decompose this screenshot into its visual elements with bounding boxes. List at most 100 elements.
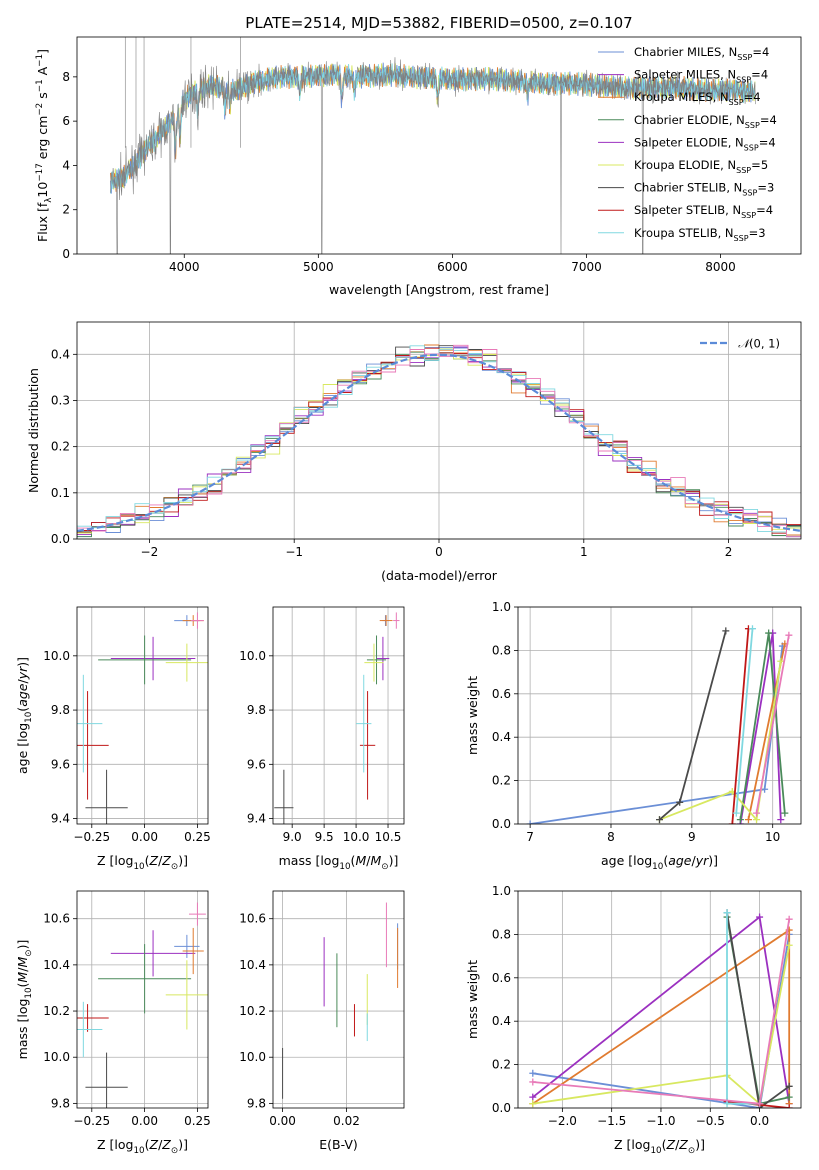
x-tick-label: 9: [688, 830, 696, 844]
errorbar-point: [77, 691, 109, 800]
label-part: 4: [770, 113, 777, 127]
plus-marker: [529, 1069, 537, 1077]
label-part: Z: [161, 853, 171, 868]
plus-marker: [529, 1100, 537, 1108]
x-tick-label: −1.5: [597, 1114, 626, 1128]
x-axis-label: (data-model)/error: [381, 568, 498, 583]
mass-weight-line: [726, 916, 790, 1105]
y-axis-label: mass weight: [465, 676, 480, 755]
plus-marker: [785, 631, 793, 639]
x-tick-label: 0.02: [333, 1114, 360, 1128]
plot-area: [526, 625, 793, 824]
label-part: 10: [339, 862, 350, 872]
label-part: Z [log: [614, 1137, 650, 1152]
label-part: ⊙: [171, 862, 178, 872]
y-axis-label: Flux [fλ10−17 erg cm−2 s−1 A−1]: [35, 49, 54, 242]
errorbar-point: [85, 1052, 128, 1108]
label-part: SSP: [734, 234, 749, 243]
x-tick-label: 0.25: [184, 1114, 211, 1128]
mass-weight-line: [532, 945, 791, 1106]
observed-spectrum-line: [110, 57, 756, 254]
label-part: age [log: [15, 723, 30, 774]
label-part: Chabrier ELODIE, N: [634, 113, 745, 127]
label-part: mass [log: [15, 999, 30, 1060]
label-part: yr: [695, 853, 709, 868]
label-part: M: [370, 853, 381, 868]
label-part: A: [35, 66, 50, 79]
label-part: SSP: [737, 53, 752, 62]
y-tick-label: 0.0: [51, 532, 70, 546]
label-part: yr: [15, 666, 30, 680]
label-part: 4: [761, 68, 768, 82]
x-tick-label: −0.5: [696, 1114, 725, 1128]
label-part: Salpeter ELODIE, N: [634, 135, 744, 149]
label-part: Z: [161, 1137, 171, 1152]
x-tick-label: −1: [285, 545, 303, 559]
errorbar-point: [356, 674, 372, 773]
y-tick-label: 0.3: [51, 393, 70, 407]
mass-weight-line: [726, 1100, 790, 1108]
label-part: −2: [35, 103, 45, 116]
label-part: /: [15, 679, 30, 684]
label-part: M: [15, 957, 30, 968]
label-part: =: [759, 135, 769, 149]
errorbar-point: [174, 934, 200, 958]
label-part: 3: [758, 226, 765, 240]
label-part: 10: [35, 182, 50, 198]
x-axis-label: Z [log10(Z/Z⊙)]: [614, 1137, 705, 1156]
errorbar-point: [77, 674, 103, 773]
label-part: Z: [149, 853, 159, 868]
label-part: SSP: [744, 143, 759, 152]
y-tick-label: 0.4: [51, 347, 70, 361]
mass-weight-line: [659, 661, 782, 822]
label-part: /: [692, 853, 697, 868]
axes-frame: [517, 606, 802, 825]
x-axis-label: age [log10(age/yr)]: [601, 853, 718, 872]
y-tick-label: 0.1: [51, 486, 70, 500]
label-part: SSP: [729, 98, 744, 107]
plus-marker: [744, 816, 752, 824]
errorbar-point: [110, 930, 196, 977]
label-part: Kroupa STELIB, N: [634, 226, 734, 240]
y-tick-label: 0.6: [492, 971, 511, 985]
label-part: 4: [762, 45, 769, 59]
label-part: 10: [650, 1146, 661, 1156]
errorbar-point: [379, 615, 393, 626]
y-tick-label: 0: [62, 247, 70, 261]
plus-marker: [753, 809, 761, 817]
y-tick-label: 10.2: [43, 1004, 70, 1018]
errorbar-point: [376, 636, 390, 681]
label-part: =: [749, 226, 759, 240]
plus-marker: [529, 1078, 537, 1086]
label-part: Kroupa MILES, N: [634, 90, 729, 104]
y-tick-label: 10.0: [43, 649, 70, 663]
x-tick-label: 0: [435, 545, 443, 559]
y-tick-label: 0.8: [492, 927, 511, 941]
chart-mass_vs_Z: −0.25 0.00 0.259.810.010.210.410.6Z [log10…: [15, 890, 211, 1156]
label-part: =: [756, 203, 766, 217]
label-part: ⊙: [381, 862, 388, 872]
label-part: (: [662, 1137, 667, 1152]
label-part: (: [15, 983, 30, 988]
label-part: SSP: [741, 211, 756, 220]
y-tick-label: 10.4: [43, 958, 70, 972]
label-part: s: [35, 92, 50, 103]
y-tick-label: 9.4: [247, 812, 266, 826]
label-part: −17: [35, 163, 45, 181]
y-tick-label: 9.8: [51, 1096, 70, 1110]
label-part: (: [663, 853, 668, 868]
chart-age_vs_Z: −0.25 0.00 0.259.49.69.810.0Z [log10(Z/Z⊙)…: [15, 606, 211, 872]
label-part: 3: [767, 181, 774, 195]
label-part: )]: [15, 940, 30, 950]
label-part: /: [675, 1137, 680, 1152]
x-tick-label: −0.25: [73, 830, 110, 844]
label-part: −1: [35, 54, 45, 67]
y-tick-label: 10.6: [239, 912, 266, 926]
y-tick-label: 1.0: [492, 884, 511, 898]
x-tick-label: 0.00: [131, 1114, 158, 1128]
errorbar-point: [85, 769, 128, 824]
label-part: Z: [666, 1137, 676, 1152]
label-part: )]: [389, 853, 399, 868]
